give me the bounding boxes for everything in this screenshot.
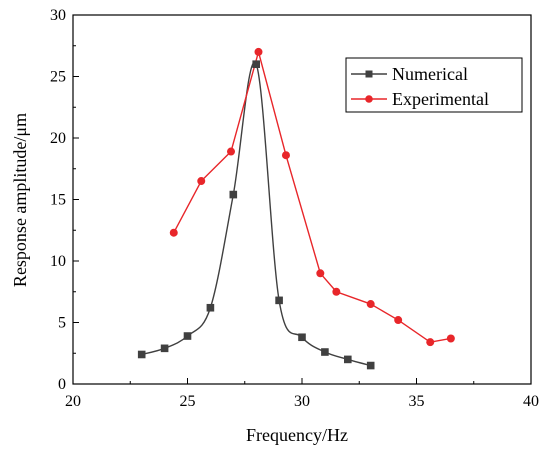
legend-label-experimental: Experimental <box>392 89 489 109</box>
legend-item-numerical: Numerical <box>351 64 468 84</box>
legend-item-experimental: Experimental <box>351 89 489 109</box>
y-tick-label: 15 <box>50 192 66 209</box>
data-point-experimental <box>366 300 375 309</box>
data-point-experimental <box>197 177 206 186</box>
y-tick-label: 0 <box>58 376 66 393</box>
x-tick-label: 35 <box>409 393 425 410</box>
x-tick-label: 20 <box>65 393 81 410</box>
axis-tick-labels: 20 25 30 35 40 0 5 10 15 20 25 30 <box>50 7 539 410</box>
y-tick-label: 10 <box>50 253 66 270</box>
data-point-numerical <box>160 344 169 353</box>
legend-marker-experimental <box>365 95 373 103</box>
data-point-numerical <box>206 303 215 312</box>
legend-box <box>345 57 523 113</box>
y-tick-label: 5 <box>58 315 66 332</box>
legend-label-numerical: Numerical <box>392 64 468 84</box>
data-point-numerical <box>275 296 283 305</box>
y-tick-label: 20 <box>50 130 66 147</box>
x-tick-label: 30 <box>294 393 310 410</box>
series-markers <box>137 47 455 370</box>
data-point-experimental <box>316 269 325 278</box>
data-point-numerical <box>321 348 329 356</box>
data-point-numerical <box>298 333 306 342</box>
data-point-experimental <box>426 338 435 347</box>
data-point-numerical <box>366 361 375 370</box>
y-axis-label: Response amplitude/μm <box>10 113 30 287</box>
data-point-experimental <box>281 151 290 160</box>
y-tick-label: 25 <box>50 69 66 86</box>
data-point-numerical <box>183 332 192 340</box>
data-point-experimental <box>394 316 403 325</box>
axis-ticks <box>72 14 532 385</box>
data-point-experimental <box>254 47 263 56</box>
y-tick-label: 30 <box>50 7 66 24</box>
data-point-numerical <box>229 190 238 199</box>
data-point-experimental <box>446 334 455 343</box>
data-point-experimental <box>332 287 341 296</box>
x-axis-label: Frequency/Hz <box>246 425 348 445</box>
data-point-numerical <box>252 60 260 68</box>
data-point-experimental <box>169 228 178 237</box>
legend-marker-numerical <box>365 70 373 78</box>
data-point-numerical <box>137 350 146 359</box>
series-line-numerical <box>141 61 371 367</box>
data-point-numerical <box>344 355 352 364</box>
x-tick-label: 40 <box>523 393 539 410</box>
x-tick-label: 25 <box>180 393 196 410</box>
legend: Numerical Experimental <box>345 57 523 113</box>
data-point-experimental <box>227 147 236 156</box>
